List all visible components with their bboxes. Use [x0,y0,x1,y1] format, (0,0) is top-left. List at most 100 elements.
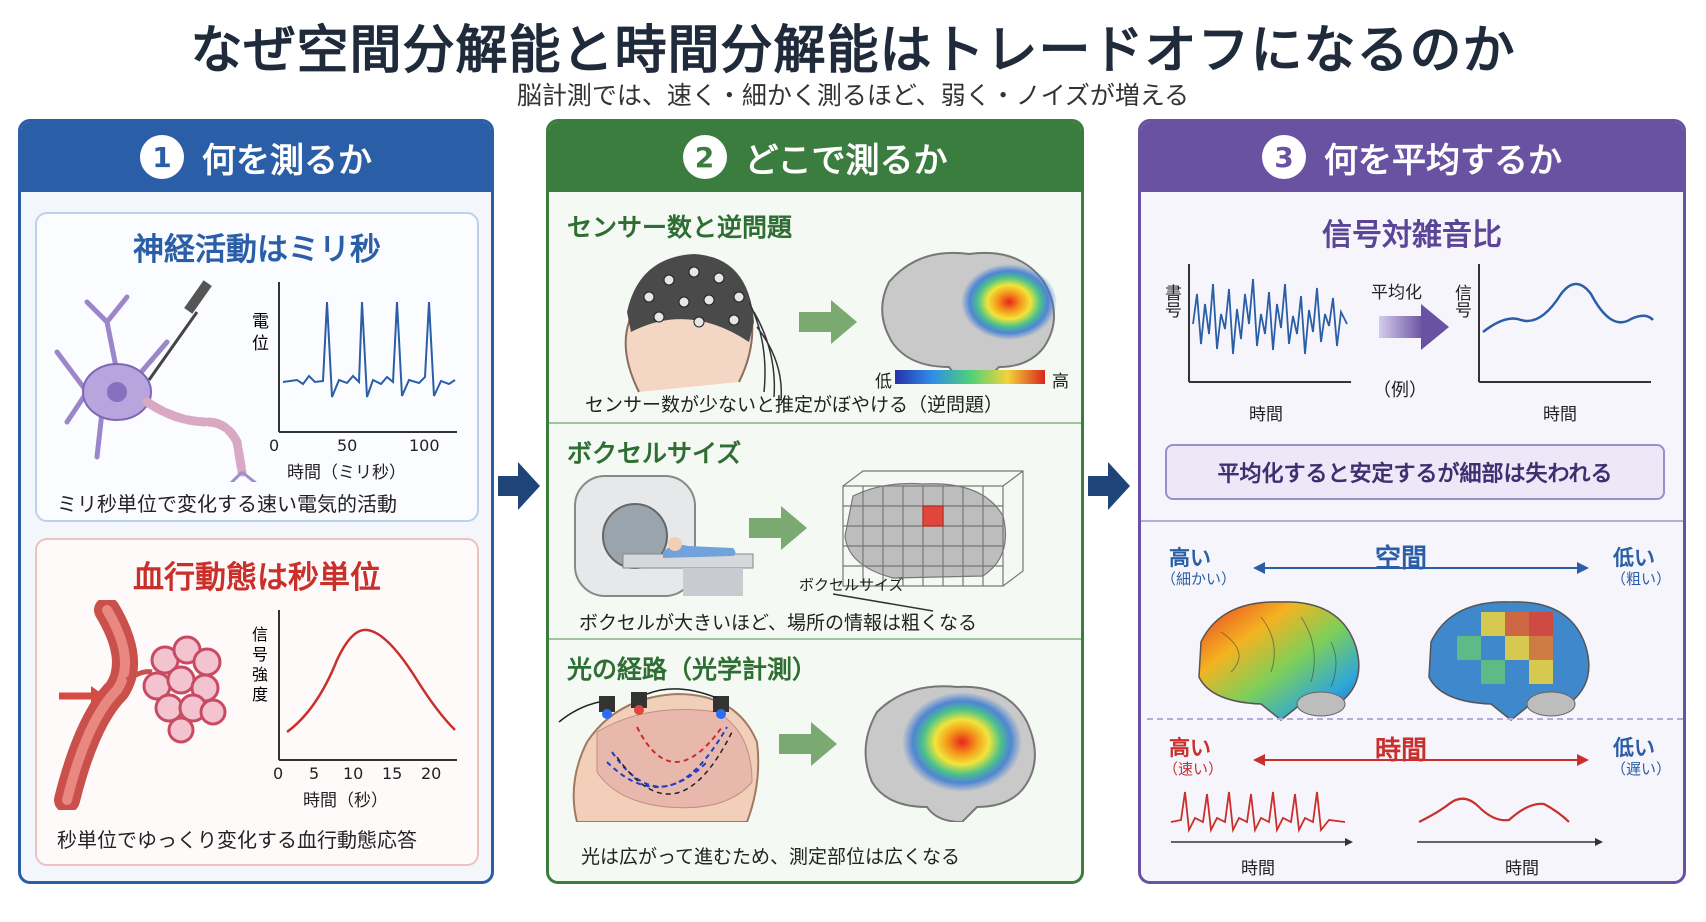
neural-title: 神経活動はミリ秒 [133,232,381,268]
snr-title: 信号対雑音比 [1322,218,1502,253]
neural-xtick-100: 100 [409,436,440,455]
panel3-title: 何を平均するか [1324,140,1562,181]
space-high: 高い [1169,546,1211,570]
page-subtitle: 脳計測では、速く・細かく測るほど、弱く・ノイズが増える [516,81,1190,110]
optical-figure [558,685,1036,822]
sensors-title: センサー数と逆問題 [567,213,793,242]
arrow-in-icon [59,686,105,706]
time-arrow [1253,754,1589,766]
neural-card: 神経活動はミリ秒 電 位 0 50 100 時間（ミリ秒） ミリ [35,212,479,522]
hemo-trace [286,628,456,734]
voxel-title: ボクセルサイズ [567,439,742,468]
sensors-caption: センサー数が少ないと推定がぼやける（逆問題） [585,394,1004,416]
snr-note: 平均化すると安定するが細部は失われる [1217,462,1613,487]
arrow-right-icon-2 [1088,462,1130,510]
voxel-size-label: ボクセルサイズ [799,576,904,594]
hemo-xtick-10: 10 [343,764,364,783]
eeg-head-icon [624,254,783,401]
hemo-figure: 信 号 強 度 [54,600,457,810]
hemo-card: 血行動態は秒単位 信 号 強 度 [35,538,479,866]
optical-caption: 光は広がって進むため、測定部位は広くなる [581,846,961,868]
electrode-icon [147,280,212,381]
panel1-header: 1 何を測るか [21,122,491,192]
green-arrow-icon [799,300,857,344]
panel2-header: 2 どこで測るか [549,122,1081,192]
hemo-title: 血行動態は秒単位 [133,560,381,596]
space-brains [1198,601,1590,721]
clean-ylabel: 信号 [1451,284,1471,318]
neural-ylabel-2: 位 [252,334,269,354]
optical-title: 光の経路（光学計測） [567,655,818,684]
neural-ylabel-1: 電 [252,312,269,332]
noisy-ylabel: 書号 [1161,284,1181,318]
noisy-trace [1192,278,1348,355]
time-high-sub: （速い） [1163,760,1224,778]
neuron-icon [54,294,257,482]
hemo-caption: 秒単位でゆっくり変化する血行動態応答 [57,828,417,852]
space-low: 低い [1613,546,1655,570]
snr-xlabel-right: 時間 [1543,405,1577,425]
example-label: （例） [1373,380,1427,401]
svg-text:強: 強 [252,665,268,684]
colorbar-low: 低 [875,372,892,392]
neural-caption: ミリ秒単位で変化する速い電気的活動 [57,492,397,516]
panel3-number: 3 [1262,135,1306,179]
mri-scanner-icon [574,475,754,597]
fast-trace [1170,791,1346,834]
brain-fine-icon [1198,601,1360,721]
hemo-xtick-5: 5 [309,764,320,783]
blood-vessel-icon [54,600,227,810]
fnirs-head-icon [558,688,760,822]
panel-what-to-measure: 1 何を測るか 神経活動はミリ秒 電 位 0 50 [18,119,494,884]
time-traces [1170,791,1603,846]
neural-xtick-50: 50 [337,436,358,455]
svg-text:号: 号 [252,645,268,664]
panel1-title: 何を測るか [202,140,372,181]
green-arrow-icon-2 [749,506,807,550]
colorbar [895,370,1045,384]
neural-figure: 電 位 [54,280,457,482]
snr-xlabel-left: 時間 [1249,405,1283,425]
brain-heatmap-icon-2 [864,685,1036,822]
neural-trace [282,301,456,398]
clean-trace [1482,282,1654,333]
space-arrow [1253,562,1589,574]
voxel-grid-icon [842,470,1024,587]
panel3-header: 3 何を平均するか [1141,122,1683,192]
time-low: 低い [1613,736,1655,760]
time-low-sub: （遅い） [1611,760,1672,778]
arrow-right-icon [498,462,540,510]
green-arrow-icon-3 [779,722,837,766]
snr-note-box: 平均化すると安定するが細部は失われる [1165,444,1665,500]
page-title: なぜ空間分解能と時間分解能はトレードオフになるのか [190,21,1516,81]
averaging-label: 平均化 [1371,283,1422,303]
hemo-xtick-15: 15 [382,764,403,783]
neural-xtick-0: 0 [269,436,280,455]
sensors-figure [624,251,1057,401]
brain-coarse-icon [1428,601,1590,721]
space-high-sub: （細かい） [1161,570,1237,588]
time-xlabel-left: 時間 [1241,859,1275,879]
hemo-xtick-0: 0 [273,764,284,783]
colorbar-high: 高 [1052,372,1069,392]
time-xlabel-right: 時間 [1505,859,1539,879]
panel-where-to-measure: 2 どこで測るか センサー数と逆問題 低 高 センサー数が少ないと推定がぼやける… [546,119,1084,884]
time-high: 高い [1169,736,1211,760]
brain-heatmap-icon [881,251,1057,384]
averaging-arrow [1379,304,1449,350]
panel-what-to-average: 3 何を平均するか 信号対雑音比 書号 信号 平均化 （例） 時間 時間 平均化… [1138,119,1686,884]
voxel-figure [574,470,1024,612]
hemo-xlabel: 時間（秒） [303,791,388,811]
slow-trace [1418,797,1570,823]
snr-figure [1188,264,1654,383]
panel2-number: 2 [682,135,727,179]
hemo-xtick-20: 20 [421,764,442,783]
panel2-title: どこで測るか [744,140,948,181]
voxel-caption: ボクセルが大きいほど、場所の情報は粗くなる [579,612,978,634]
space-low-sub: （粗い） [1611,570,1672,588]
voxel-size-arrow [832,593,934,612]
svg-text:度: 度 [252,685,268,704]
neural-xlabel: 時間（ミリ秒） [287,463,406,483]
svg-text:信: 信 [252,625,268,644]
panel1-number: 1 [140,135,184,179]
